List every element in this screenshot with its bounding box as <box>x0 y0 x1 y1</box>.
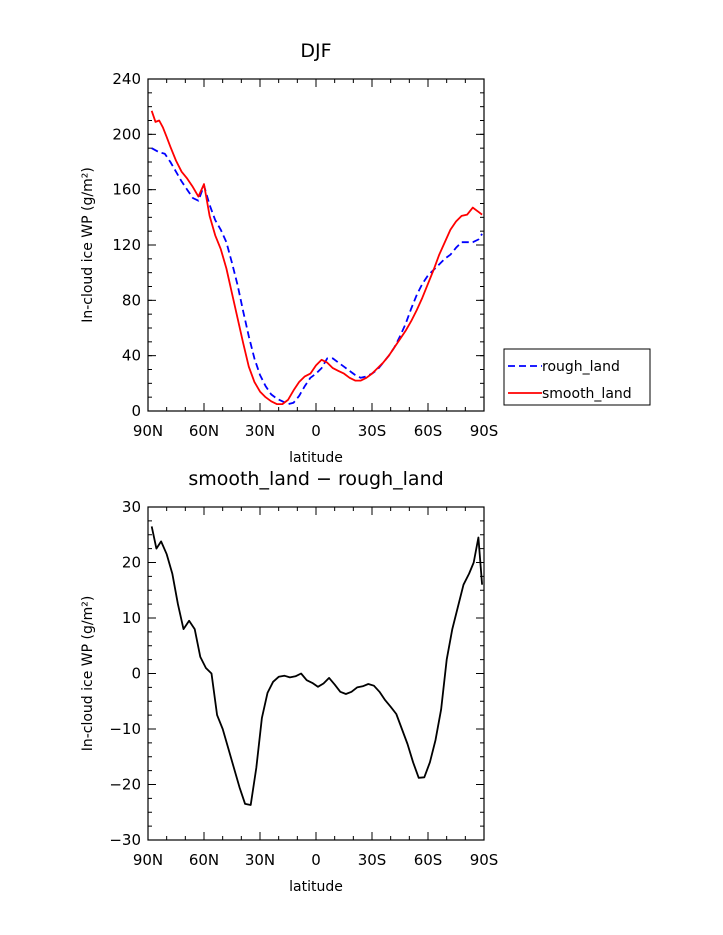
x-axis: 90N 60N 30N 0 30S 60S 90S latitude <box>133 507 498 895</box>
x-tick-label: 60S <box>414 422 443 440</box>
series-line-difference <box>150 526 483 806</box>
chart-title: smooth_land − rough_land <box>188 468 443 490</box>
y-tick-label: −10 <box>109 720 141 738</box>
x-axis-label: latitude <box>289 450 343 466</box>
x-tick-label: 30S <box>358 851 387 869</box>
x-axis-label: latitude <box>289 879 343 895</box>
chart-title: DJF <box>300 40 331 62</box>
y-tick-label: 30 <box>122 498 141 516</box>
series-line-rough_land <box>151 147 483 406</box>
x-axis: 90N 60N 30N 0 30S 60S 90S latitude <box>133 79 498 466</box>
series-line-smooth_land <box>150 110 483 406</box>
legend-label: rough_land <box>542 359 620 375</box>
y-axis-label: In-cloud ice WP (g/m²) <box>80 167 96 323</box>
top-chart: DJF 90N 60N 30N 0 30S 60S 90S latitude 0 40 80 120 16… <box>80 40 651 466</box>
plot-frame <box>147 506 485 841</box>
y-tick-label: 40 <box>122 347 141 365</box>
legend: rough_land smooth_land <box>503 348 651 406</box>
y-tick-label: −30 <box>109 831 141 849</box>
y-axis: −30 −20 −10 0 10 20 30 In-cloud ice WP (g/m²) <box>80 498 484 849</box>
x-tick-label: 0 <box>311 422 321 440</box>
y-tick-label: 120 <box>112 236 141 254</box>
y-tick-label: 80 <box>122 291 141 309</box>
y-tick-label: 10 <box>122 609 141 627</box>
x-tick-label: 90S <box>470 422 499 440</box>
x-tick-label: 90N <box>133 422 163 440</box>
plot-frame <box>147 78 485 412</box>
x-tick-label: 30S <box>358 422 387 440</box>
x-tick-label: 60N <box>189 851 219 869</box>
x-tick-label: 60S <box>414 851 443 869</box>
y-axis: 0 40 80 120 160 200 240 In-cloud ice WP (g/m²) <box>80 70 484 420</box>
x-tick-label: 60N <box>189 422 219 440</box>
y-tick-label: 20 <box>122 554 141 572</box>
x-tick-label: 90S <box>470 851 499 869</box>
legend-box <box>503 348 651 406</box>
x-tick-label: 30N <box>245 422 275 440</box>
y-tick-label: 0 <box>131 402 141 420</box>
x-tick-label: 30N <box>245 851 275 869</box>
x-tick-label: 90N <box>133 851 163 869</box>
y-tick-label: 0 <box>131 665 141 683</box>
y-tick-label: 200 <box>112 125 141 143</box>
y-axis-label: In-cloud ice WP (g/m²) <box>80 596 96 752</box>
y-tick-label: 240 <box>112 70 141 88</box>
y-tick-label: −20 <box>109 776 141 794</box>
legend-label: smooth_land <box>542 386 632 402</box>
x-tick-label: 0 <box>311 851 321 869</box>
y-tick-label: 160 <box>112 181 141 199</box>
bottom-chart: smooth_land − rough_land 90N 60N 30N 0 30S 60S… <box>80 468 498 895</box>
